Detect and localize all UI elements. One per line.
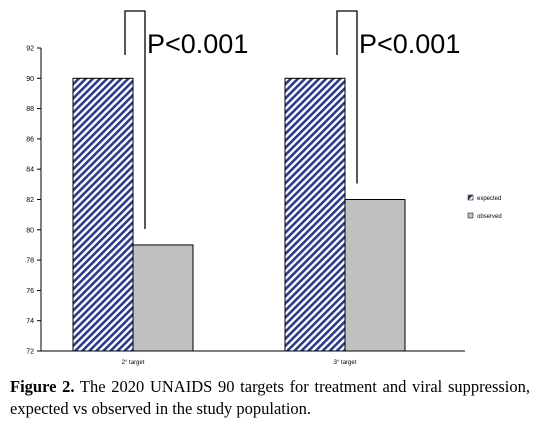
bar-expected	[284, 77, 346, 352]
y-tick-label: 84	[26, 167, 34, 174]
caption-label: Figure 2.	[10, 377, 75, 396]
legend-swatch-expected	[467, 194, 474, 201]
legend-label-expected: expected	[477, 196, 501, 202]
bar-chart: 72 74 76 78 80 82 84 86 88 90 92 2° target 3° targe…	[26, 10, 502, 366]
significance-bracket	[124, 10, 146, 229]
bar-observed	[344, 199, 406, 352]
legend: expected observed	[467, 194, 502, 220]
significance-bracket	[336, 10, 358, 184]
y-tick-label: 74	[26, 318, 34, 325]
y-tick-label: 86	[26, 136, 34, 143]
x-tick-label: 3° target	[334, 360, 357, 366]
y-tick-label: 76	[26, 288, 34, 295]
y-tick-label: 92	[26, 46, 34, 53]
x-tick-label: 2° target	[122, 360, 145, 366]
bar-expected	[72, 77, 134, 352]
legend-label-observed: observed	[477, 214, 502, 220]
bar-observed	[132, 244, 194, 352]
p-value-label: P<0.001	[359, 29, 460, 59]
legend-swatch-observed	[467, 212, 474, 219]
figure-caption: Figure 2. The 2020 UNAIDS 90 targets for…	[10, 376, 530, 420]
y-tick-label: 78	[26, 258, 34, 265]
y-tick-label: 72	[26, 349, 34, 356]
y-tick-label: 82	[26, 197, 34, 204]
caption-text: The 2020 UNAIDS 90 targets for treatment…	[10, 377, 530, 418]
y-tick-label: 80	[26, 227, 34, 234]
y-tick-label: 88	[26, 106, 34, 113]
y-tick-label: 90	[26, 76, 34, 83]
x-tick-labels: 2° target 3° target	[122, 360, 357, 366]
bars	[72, 77, 406, 352]
significance-annotations: P<0.001 P<0.001	[124, 10, 460, 229]
p-value-label: P<0.001	[147, 29, 248, 59]
